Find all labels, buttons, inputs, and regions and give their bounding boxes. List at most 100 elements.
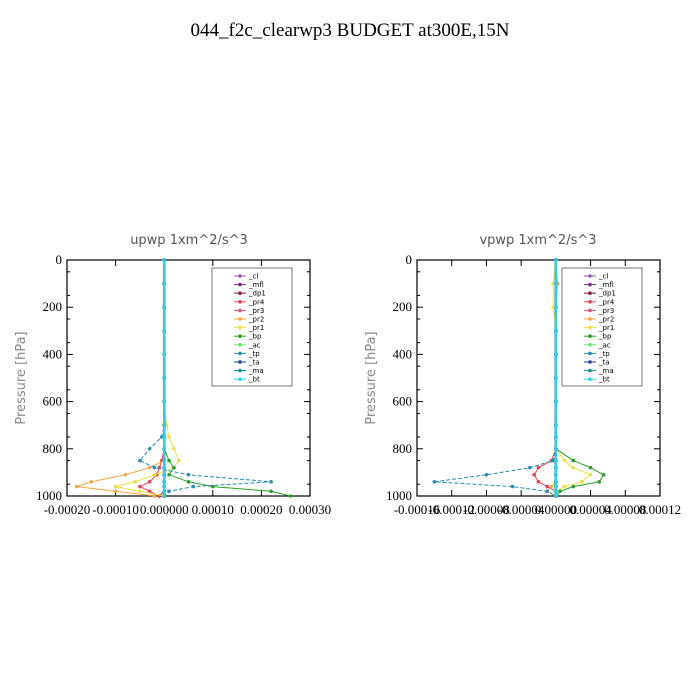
data-point-bt (554, 305, 558, 310)
data-point-bp (558, 489, 562, 494)
data-point-bp (167, 472, 171, 477)
y-tick-label: 400 (393, 346, 413, 361)
y-axis-label: Pressure [hPa] (14, 331, 29, 424)
legend-marker-dp1 (588, 291, 592, 296)
data-point-pr4 (138, 484, 142, 489)
data-point-bp (172, 465, 176, 470)
legend-marker-cl (588, 274, 592, 278)
data-point-tp (186, 472, 191, 477)
data-point-pr2 (113, 489, 118, 494)
y-tick-label: 0 (406, 252, 413, 267)
x-tick-label: 0.00010 (192, 502, 234, 517)
data-point-pr1 (172, 447, 176, 451)
legend-marker-ac (588, 343, 592, 347)
x-tick-label: 0.000000 (140, 502, 189, 517)
data-point-bp (269, 489, 273, 494)
legend-entry-cl: _cl (598, 273, 608, 281)
y-tick-label: 800 (43, 441, 63, 456)
y-tick-label: 200 (43, 299, 63, 314)
legend-marker-dp1 (238, 291, 242, 296)
data-point-pr2 (74, 484, 79, 489)
data-point-bt (554, 480, 558, 484)
x-tick-label: -0.00016 (394, 502, 441, 517)
data-point-bt (554, 376, 558, 380)
legend-marker-bt (238, 377, 242, 382)
data-point-bt (554, 465, 558, 470)
data-point-pr1 (138, 489, 142, 494)
data-point-pr1 (588, 472, 593, 477)
data-point-bt (162, 484, 166, 489)
legend-marker-pr3 (588, 308, 592, 313)
data-point-bp (571, 458, 576, 463)
data-point-bt (554, 281, 558, 286)
data-point-bt (162, 305, 166, 310)
legend-marker-pr4 (588, 300, 592, 304)
legend-entry-pr4: _pr4 (248, 298, 265, 306)
data-point-pr4 (532, 472, 536, 477)
legend-entry-cl: _cl (248, 273, 258, 281)
data-point-bt (554, 435, 558, 439)
data-point-pr2 (89, 480, 94, 484)
data-point-pr1 (551, 305, 556, 310)
plot-frame (416, 259, 661, 497)
legend-entry-tp: _tp (598, 350, 610, 358)
data-point-tp (167, 489, 171, 494)
legend-entry-pr1: _pr1 (598, 324, 614, 332)
y-tick-label: 1000 (386, 488, 412, 503)
legend-entry-bp: _bp (248, 333, 262, 341)
data-point-pr4 (545, 484, 549, 489)
data-point-bt (554, 484, 558, 489)
data-point-bt (554, 329, 558, 333)
data-point-bp (601, 472, 606, 477)
data-point-pr1 (551, 281, 556, 286)
data-point-tp (528, 465, 532, 470)
legend-marker-tp (588, 351, 592, 356)
data-point-bt (554, 399, 558, 404)
data-point-bt (554, 423, 558, 428)
x-tick-label: 0.00030 (289, 502, 331, 517)
data-point-pr1 (176, 458, 181, 463)
legend-entry-ma: _ma (248, 367, 264, 375)
y-tick-label: 400 (43, 346, 63, 361)
data-point-bp (186, 480, 191, 484)
vpwp-panel: vpwp 1xm^2/s^3 Pressure [hPa] 0 200 400 600 80… (364, 233, 681, 517)
data-point-pr1 (562, 458, 567, 463)
upwp-panel: upwp 1xm^2/s^3 Pressure [hPa] 0 200 400 600 80… (14, 233, 331, 517)
legend-entry-bp: _bp (598, 333, 612, 341)
data-point-bp (167, 458, 171, 463)
legend-marker-tp (238, 351, 242, 356)
legend-box (211, 267, 293, 387)
data-point-bt (162, 465, 166, 470)
data-point-bt (162, 423, 166, 428)
data-point-tp (484, 472, 489, 477)
legend-marker-pr4 (238, 300, 242, 304)
data-point-pr4 (147, 480, 152, 484)
legend-marker-bt (588, 377, 592, 382)
legend-marker-bp (238, 334, 242, 339)
legend-entry-ac: _ac (248, 341, 261, 349)
plot-title: vpwp 1xm^2/s^3 (479, 233, 596, 248)
legend-marker-ma (238, 368, 242, 373)
data-point-bt (554, 352, 558, 357)
data-point-bt (162, 329, 166, 333)
data-point-tp (269, 480, 273, 484)
data-point-bt (554, 489, 558, 494)
data-point-tp (510, 484, 515, 489)
data-point-pr1 (571, 465, 576, 470)
legend-entry-pr2: _pr2 (598, 316, 614, 324)
legend-marker-pr3 (238, 308, 242, 313)
legend-entry-ta: _ta (248, 359, 260, 367)
data-point-tp (191, 484, 196, 489)
legend-marker-pr2 (238, 317, 242, 321)
legend-entry-bt: _bt (248, 376, 260, 384)
data-point-bt (162, 435, 166, 439)
legend-entry-mfl: _mfl (598, 281, 614, 289)
y-tick-label: 1000 (36, 488, 62, 503)
data-point-bt (162, 458, 166, 463)
legend-marker-mfl (238, 282, 242, 287)
data-point-bp (597, 480, 602, 484)
legend-marker-pr2 (588, 317, 592, 321)
y-tick-label: 600 (393, 394, 413, 409)
data-point-bt (162, 480, 166, 484)
series-line-pr2 (76, 260, 165, 497)
